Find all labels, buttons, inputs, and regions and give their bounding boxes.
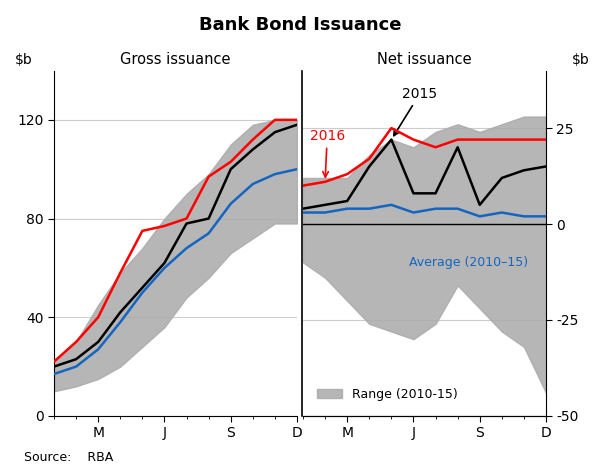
Text: Net issuance: Net issuance: [377, 52, 472, 67]
Text: Bank Bond Issuance: Bank Bond Issuance: [199, 16, 401, 34]
Text: Average (2010–15): Average (2010–15): [409, 256, 528, 269]
Text: Source:    RBA: Source: RBA: [24, 451, 113, 463]
Text: $b: $b: [15, 53, 33, 67]
Text: Gross issuance: Gross issuance: [120, 52, 231, 67]
Text: $b: $b: [572, 53, 590, 67]
Legend: Range (2010-15): Range (2010-15): [311, 383, 463, 406]
Text: 2016: 2016: [310, 129, 345, 177]
Text: 2015: 2015: [394, 86, 437, 136]
